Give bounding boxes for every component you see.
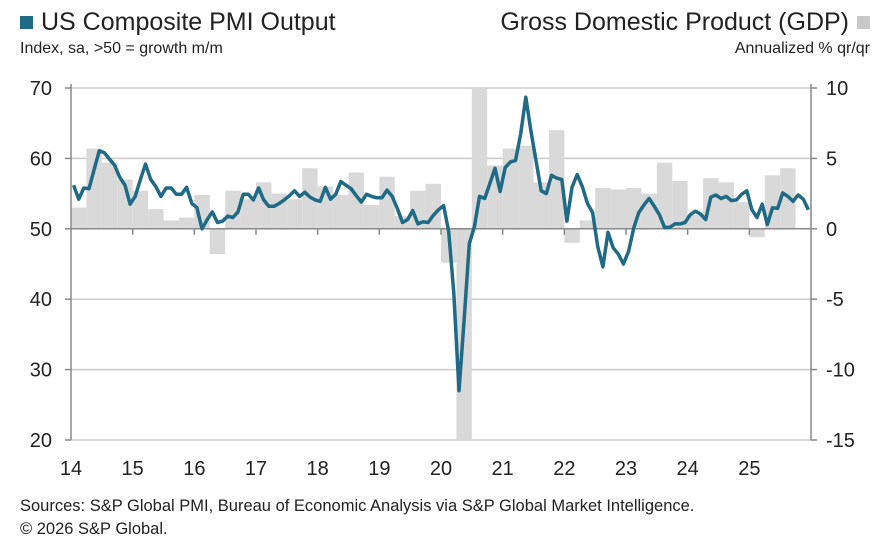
gdp-bar: [163, 220, 179, 229]
x-tick-label: 14: [60, 458, 82, 480]
gdp-bar: [379, 176, 395, 229]
gdp-bar: [425, 183, 441, 229]
left-tick-label: 20: [30, 430, 52, 452]
gdp-bar: [579, 220, 596, 229]
left-axis-label: Index, sa, >50 = growth m/m: [20, 40, 223, 57]
pmi-legend-swatch: [20, 16, 33, 29]
pmi-line: [71, 95, 810, 393]
gdp-bar: [333, 195, 349, 229]
gdp-bar: [286, 199, 303, 229]
x-tick-label: 22: [553, 458, 575, 480]
x-tick-label: 19: [368, 458, 390, 480]
right-tick-label: -10: [826, 360, 855, 382]
left-tick-label: 50: [30, 219, 52, 241]
left-title: US Composite PMI Output: [41, 8, 336, 36]
right-tick-label: -15: [826, 430, 855, 452]
x-tick-label: 21: [492, 458, 514, 480]
right-tick-label: 0: [826, 219, 837, 241]
gdp-bar: [656, 162, 673, 229]
x-tick-label: 17: [245, 458, 267, 480]
gdp-bar: [471, 88, 488, 229]
gdp-bar: [225, 190, 241, 229]
gdp-bar: [209, 228, 226, 255]
left-tick-label: 60: [30, 148, 52, 170]
right-title: Gross Domestic Product (GDP): [500, 8, 849, 36]
gdp-bar: [687, 214, 704, 229]
x-tick-label: 15: [122, 458, 144, 480]
copyright-note: © 2026 S&P Global.: [20, 520, 168, 538]
gdp-bar: [101, 162, 118, 229]
gdp-bar: [564, 228, 580, 243]
gdp-bar: [518, 145, 534, 229]
gdp-bar: [117, 179, 133, 229]
gdp-bar: [610, 189, 626, 229]
left-tick-label: 30: [30, 360, 52, 382]
gdp-bar: [86, 148, 102, 229]
sources-note: Sources: S&P Global PMI, Bureau of Econo…: [20, 497, 695, 515]
gdp-bar: [317, 186, 334, 229]
left-tick-label: 40: [30, 289, 52, 311]
gdp-bar: [71, 207, 87, 229]
gdp-bar: [672, 180, 688, 229]
gdp-bar: [148, 209, 164, 229]
legend-pmi: US Composite PMI Output: [20, 8, 336, 37]
left-tick-label: 70: [30, 78, 52, 100]
right-tick-label: 10: [826, 78, 848, 100]
right-tick-label: 5: [826, 148, 837, 170]
gdp-bar: [348, 172, 364, 229]
x-tick-label: 24: [677, 458, 699, 480]
legend-gdp: Gross Domestic Product (GDP): [500, 8, 870, 37]
gdp-bar: [178, 217, 195, 229]
x-tick-label: 23: [615, 458, 637, 480]
x-tick-label: 25: [738, 458, 760, 480]
right-tick-label: -5: [826, 289, 844, 311]
x-tick-label: 16: [183, 458, 205, 480]
gdp-bar: [410, 190, 426, 229]
x-tick-label: 18: [307, 458, 329, 480]
right-axis-label: Annualized % qr/qr: [734, 40, 870, 57]
gdp-legend-swatch: [857, 16, 870, 29]
x-tick-label: 20: [430, 458, 452, 480]
gdp-bar: [595, 187, 611, 229]
gdp-bar: [733, 202, 750, 229]
gdp-bar: [718, 182, 734, 229]
gdp-bar: [749, 228, 765, 238]
gdp-bar: [132, 190, 149, 229]
gdp-bar: [363, 204, 380, 229]
gdp-bar: [240, 199, 256, 229]
